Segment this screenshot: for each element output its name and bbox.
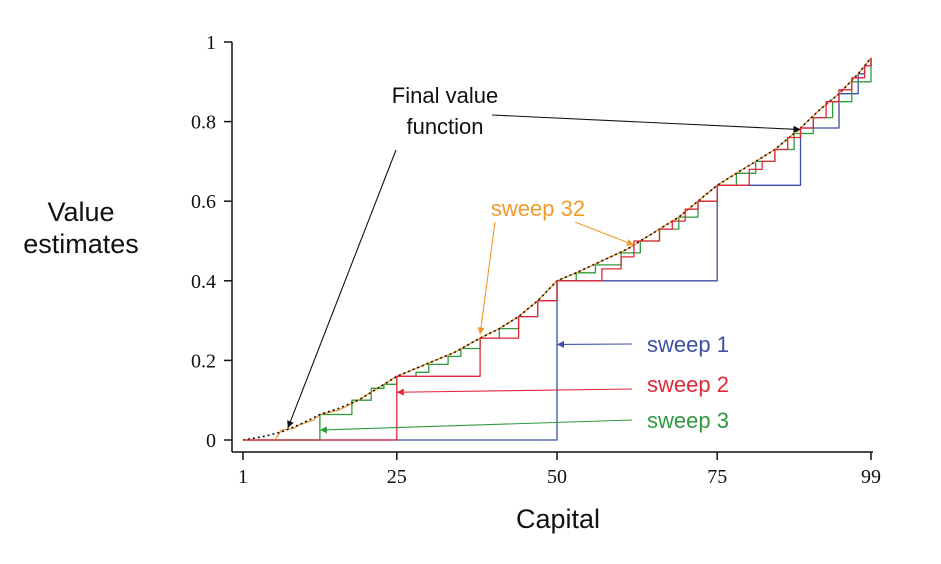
annotation-arrow-sweep32 — [477, 221, 496, 335]
annotations: Final value function sweep 32 sweep 1 sweep … — [287, 83, 801, 434]
annotation-final: Final value function — [287, 83, 801, 429]
annotation-label-final: function — [406, 114, 483, 139]
x-tick-label: 1 — [238, 466, 248, 488]
annotation-sweep2: sweep 2 — [396, 372, 729, 397]
annotation-arrow-sweep2 — [396, 388, 633, 396]
y-tick-label: 0.6 — [191, 191, 216, 213]
annotation-sweep3: sweep 3 — [319, 408, 729, 434]
x-tick-label: 50 — [547, 466, 567, 488]
y-tick-label: 1 — [206, 32, 216, 54]
annotation-label-sweep2: sweep 2 — [647, 372, 729, 397]
x-axis-title: Capital — [516, 504, 600, 534]
y-tick-label: 0.2 — [191, 350, 216, 372]
series-lines — [242, 57, 872, 441]
axes: 0 0.2 0.4 0.6 0.8 1 1 25 50 75 99 — [191, 32, 881, 488]
annotation-label-sweep3: sweep 3 — [647, 408, 729, 433]
y-tick-label: 0.8 — [191, 112, 216, 134]
annotation-label-sweep32: sweep 32 — [491, 196, 585, 221]
y-tick-label: 0 — [206, 430, 216, 452]
annotation-arrow-final — [287, 149, 397, 429]
y-tick-label: 0.4 — [191, 271, 216, 293]
annotation-label-sweep1: sweep 1 — [647, 332, 729, 357]
series-line-sweep1 — [243, 57, 872, 441]
annotation-arrow-sweep3 — [319, 419, 633, 434]
x-tick-label: 75 — [707, 466, 727, 488]
annotation-sweep1: sweep 1 — [556, 332, 729, 357]
annotation-sweep32: sweep 32 — [477, 196, 635, 335]
series-line-sweep2 — [243, 57, 872, 441]
y-axis-title-line-2: estimates — [23, 229, 139, 259]
annotation-arrow-sweep32 — [574, 221, 635, 246]
annotation-label-final: Final value — [392, 83, 498, 108]
annotation-arrow-final — [491, 114, 801, 133]
y-axis-title-line-1: Value — [47, 197, 114, 227]
x-tick-label: 99 — [861, 466, 881, 488]
x-tick-label: 25 — [387, 466, 407, 488]
